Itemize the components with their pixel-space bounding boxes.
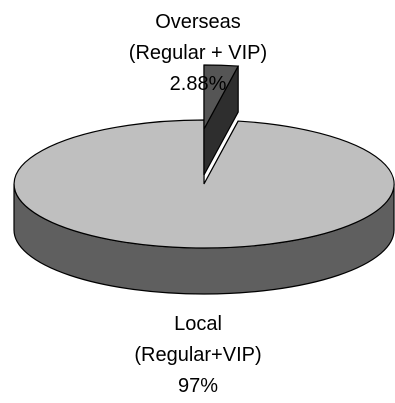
slice-overseas	[203, 64, 240, 176]
slice-local	[13, 119, 395, 295]
slice-top-overseas	[203, 64, 240, 130]
slice-top-local	[13, 119, 395, 249]
overseas-value-label: 2.88%	[170, 73, 227, 95]
local-label-line2: (Regular+VIP)	[134, 344, 261, 366]
local-label-line1: Local	[174, 313, 222, 335]
pie-slices	[13, 64, 395, 295]
local-value-label: 97%	[178, 375, 218, 397]
overseas-label-line1: Overseas	[155, 11, 241, 33]
overseas-label-line2: (Regular + VIP)	[129, 42, 267, 64]
